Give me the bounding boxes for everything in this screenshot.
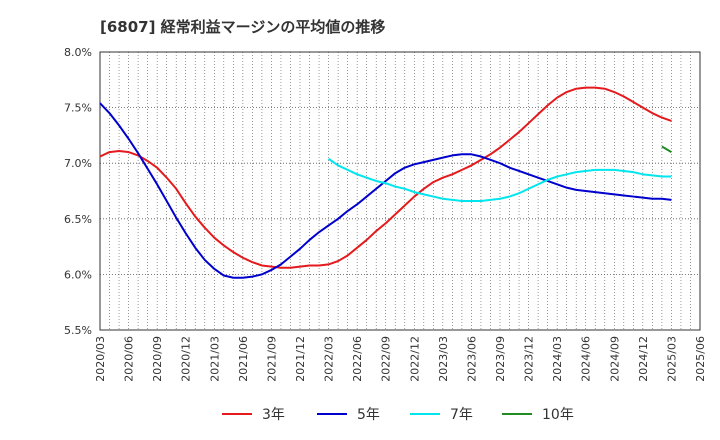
legend-label: 3年 [262, 407, 285, 423]
x-tick-label: 2024/06 [580, 336, 593, 382]
x-tick-label: 2021/12 [294, 336, 307, 382]
x-tick-label: 2020/03 [94, 336, 107, 382]
x-tick-label: 2022/09 [380, 336, 393, 382]
x-tick-label: 2024/03 [551, 336, 564, 382]
x-tick-label: 2021/09 [265, 336, 278, 382]
x-tick-label: 2021/03 [208, 336, 221, 382]
x-tick-label: 2023/09 [494, 336, 507, 382]
x-tick-label: 2020/12 [180, 336, 193, 382]
legend-label: 10年 [542, 407, 574, 423]
series-line-10年 [661, 145, 672, 153]
y-axis-ticks: 5.5% 6.0% 6.5% 7.0% 7.5% 8.0% [64, 46, 92, 337]
series-line-3年 [99, 86, 672, 269]
y-tick-label: 8.0% [64, 46, 92, 59]
series-line-7年 [327, 157, 672, 203]
x-tick-label: 2022/06 [351, 336, 364, 382]
y-tick-label: 7.5% [64, 102, 92, 115]
y-tick-label: 6.5% [64, 213, 92, 226]
legend-label: 5年 [357, 407, 380, 423]
x-tick-label: 2022/03 [323, 336, 336, 382]
x-tick-label: 2023/03 [437, 336, 450, 382]
y-tick-label: 6.0% [64, 268, 92, 281]
x-tick-label: 2021/06 [237, 336, 250, 382]
chart-title: [6807] 経常利益マージンの平均値の推移 [100, 18, 386, 36]
x-tick-label: 2024/12 [637, 336, 650, 382]
x-tick-label: 2025/06 [694, 336, 707, 382]
series-lines [99, 86, 672, 279]
series-line-5年 [99, 102, 672, 279]
x-tick-label: 2022/12 [408, 336, 421, 382]
legend-label: 7年 [450, 407, 473, 423]
x-tick-label: 2023/12 [523, 336, 536, 382]
x-tick-label: 2020/09 [151, 336, 164, 382]
x-tick-label: 2023/06 [465, 336, 478, 382]
x-tick-label: 2020/06 [123, 336, 136, 382]
y-tick-label: 7.0% [64, 157, 92, 170]
plot-frame [99, 51, 701, 331]
grid-lines [99, 51, 701, 331]
legend: 3年 5年 7年 10年 [222, 407, 574, 423]
y-tick-label: 5.5% [64, 324, 92, 337]
x-tick-label: 2024/09 [608, 336, 621, 382]
x-tick-label: 2025/03 [665, 336, 678, 382]
x-axis-ticks: 2020/03 2020/06 2020/09 2020/12 2021/03 2021/… [94, 336, 707, 382]
